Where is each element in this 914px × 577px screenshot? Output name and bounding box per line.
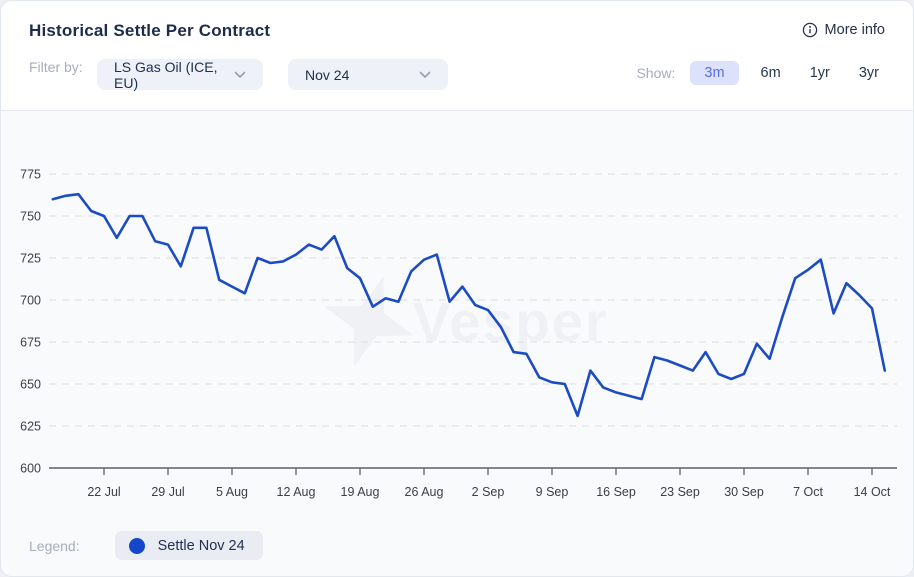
x-axis-tick-label: 23 Sep bbox=[660, 485, 700, 499]
range-1yr[interactable]: 1yr bbox=[809, 65, 830, 81]
y-axis-tick-label: 725 bbox=[20, 252, 41, 266]
legend: Legend: Settle Nov 24 bbox=[29, 531, 263, 560]
filter-row: Filter by: bbox=[29, 59, 83, 75]
show-label: Show: bbox=[636, 65, 676, 81]
more-info-label: More info bbox=[824, 22, 885, 38]
x-axis-tick-label: 16 Sep bbox=[596, 485, 636, 499]
page-title: Historical Settle Per Contract bbox=[29, 21, 271, 40]
product-dropdown[interactable]: LS Gas Oil (ICE, EU) bbox=[97, 58, 263, 91]
y-axis-tick-label: 675 bbox=[20, 336, 41, 350]
y-axis-tick-label: 625 bbox=[20, 420, 41, 434]
settle-line-chart[interactable]: Vesper 600 625 650 675 700 725 750 775 22 Jul 29 … bbox=[1, 111, 914, 511]
legend-item-label: Settle Nov 24 bbox=[157, 537, 245, 554]
range-3m[interactable]: 3m bbox=[690, 61, 739, 85]
settle-series-line bbox=[51, 192, 887, 418]
x-axis-tick-label: 5 Aug bbox=[216, 485, 248, 499]
contract-dropdown-value: Nov 24 bbox=[305, 66, 350, 83]
chart-section: Vesper 600 625 650 675 700 725 750 775 22 Jul 29 … bbox=[1, 111, 913, 576]
y-axis-tick-label: 775 bbox=[20, 168, 41, 182]
range-selector: Show: 3m 6m 1yr 3yr bbox=[636, 61, 886, 85]
x-axis-tick-label: 14 Oct bbox=[854, 485, 891, 499]
x-axis-tick-label: 7 Oct bbox=[793, 485, 823, 499]
x-axis-tick-label: 2 Sep bbox=[472, 485, 505, 499]
range-6m[interactable]: 6m bbox=[760, 65, 781, 81]
x-axis-tick-label: 22 Jul bbox=[87, 485, 120, 499]
legend-label: Legend: bbox=[29, 537, 80, 554]
x-axis-tick-label: 26 Aug bbox=[405, 485, 444, 499]
y-axis-tick-label: 650 bbox=[20, 378, 41, 392]
y-axis-tick-label: 750 bbox=[20, 210, 41, 224]
x-axis-tick-label: 12 Aug bbox=[277, 485, 316, 499]
product-dropdown-value: LS Gas Oil (ICE, EU) bbox=[114, 58, 218, 91]
x-axis-tick-label: 30 Sep bbox=[724, 485, 764, 499]
legend-dot-icon bbox=[128, 537, 145, 554]
contract-dropdown[interactable]: Nov 24 bbox=[288, 59, 448, 90]
y-axis-tick-label: 600 bbox=[20, 462, 41, 476]
legend-item-settle-nov-24[interactable]: Settle Nov 24 bbox=[114, 531, 263, 560]
x-axis-tick-label: 29 Jul bbox=[151, 485, 184, 499]
chevron-down-icon bbox=[234, 71, 246, 79]
more-info-button[interactable]: More info bbox=[802, 22, 885, 38]
x-axis-tick-label: 9 Sep bbox=[536, 485, 569, 499]
y-axis-tick-label: 700 bbox=[20, 294, 41, 308]
x-axis-tick-label: 19 Aug bbox=[341, 485, 380, 499]
card-header: Historical Settle Per Contract More info… bbox=[1, 1, 913, 111]
filter-by-label: Filter by: bbox=[29, 59, 83, 75]
range-3yr[interactable]: 3yr bbox=[858, 65, 879, 81]
info-icon bbox=[802, 22, 818, 38]
vesper-watermark: Vesper bbox=[324, 276, 607, 366]
chevron-down-icon bbox=[419, 71, 431, 79]
